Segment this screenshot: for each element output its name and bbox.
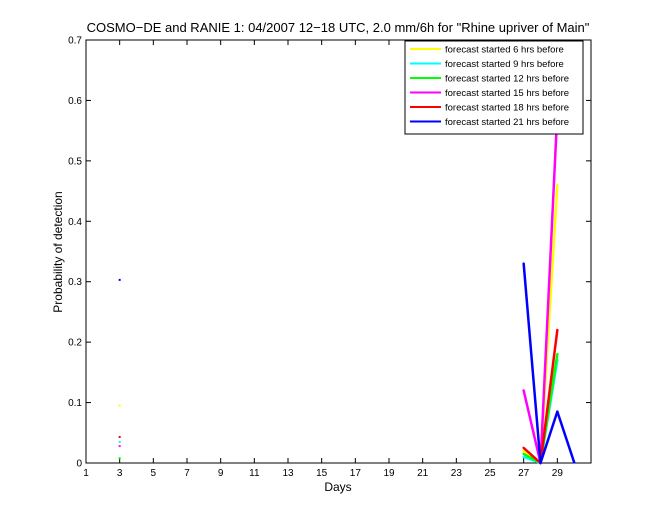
x-axis-label: Days [324, 480, 351, 494]
series-segment [539, 410, 559, 465]
x-tick-label: 1 [83, 468, 89, 479]
y-axis-label: Probability of detection [51, 191, 65, 312]
legend-label: forecast started 18 hrs before [445, 103, 569, 114]
x-tick-label: 3 [117, 468, 123, 479]
legend-label: forecast started 15 hrs before [445, 88, 569, 99]
series-point [118, 404, 121, 407]
legend-label: forecast started 21 hrs before [445, 117, 569, 128]
legend-label: forecast started 12 hrs before [445, 74, 569, 85]
legend-box [404, 40, 584, 135]
series-point [118, 445, 121, 448]
series-point [118, 440, 121, 443]
series-segment [556, 410, 576, 464]
chart-title: COSMO−DE and RANIE 1: 04/2007 12−18 UTC,… [87, 20, 590, 35]
series-segment [539, 111, 559, 465]
y-tick-label: 0.5 [68, 156, 82, 167]
x-tick-label: 11 [249, 468, 260, 479]
series-line [118, 262, 576, 465]
x-tick-label: 13 [282, 468, 294, 479]
x-tick-label: 19 [383, 468, 395, 479]
x-tick-label: 9 [218, 468, 224, 479]
x-tick-label: 21 [417, 468, 429, 479]
x-tick-label: 23 [451, 468, 463, 479]
series-segment [522, 446, 542, 465]
series-point [118, 436, 121, 439]
x-tick-label: 15 [316, 468, 328, 479]
series-segment [539, 328, 559, 465]
series-layer [118, 111, 576, 465]
y-tick-label: 0.7 [68, 36, 82, 47]
x-tick-label: 5 [151, 468, 157, 479]
series-segment [522, 262, 542, 465]
x-tick-label: 29 [552, 468, 564, 479]
legend-label: forecast started 6 hrs before [445, 45, 564, 56]
legend-label: forecast started 9 hrs before [445, 59, 564, 70]
axes-frame [85, 39, 592, 464]
legend: forecast started 6 hrs before forecast st… [404, 40, 584, 135]
y-tick-label: 0.4 [68, 217, 82, 228]
y-tick-label: 0.1 [68, 398, 82, 409]
series-point [118, 278, 121, 281]
axes: 1 3 5 7 9 11 13 15 17 19 21 23 25 27 2900.10.20.30.40.… [68, 36, 592, 479]
series-point [118, 457, 121, 460]
series-line [118, 328, 559, 465]
x-tick-label: 27 [518, 468, 530, 479]
series-line [118, 111, 559, 465]
y-tick-label: 0.3 [68, 277, 82, 288]
y-tick-label: 0 [76, 459, 82, 470]
x-tick-label: 25 [484, 468, 496, 479]
x-tick-label: 7 [184, 468, 190, 479]
y-tick-label: 0.2 [68, 338, 82, 349]
y-tick-label: 0.6 [68, 96, 82, 107]
series-segment [522, 389, 542, 465]
x-tick-label: 17 [350, 468, 362, 479]
